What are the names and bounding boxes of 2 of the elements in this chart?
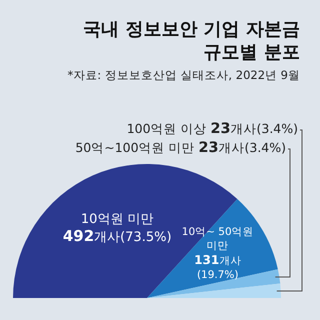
title: 국내 정보보안 기업 자본금 규모별 분포 bbox=[82, 18, 300, 64]
annotation: *자료: 정보보호산업 실태조사, 2022년 9월 bbox=[68, 68, 300, 83]
